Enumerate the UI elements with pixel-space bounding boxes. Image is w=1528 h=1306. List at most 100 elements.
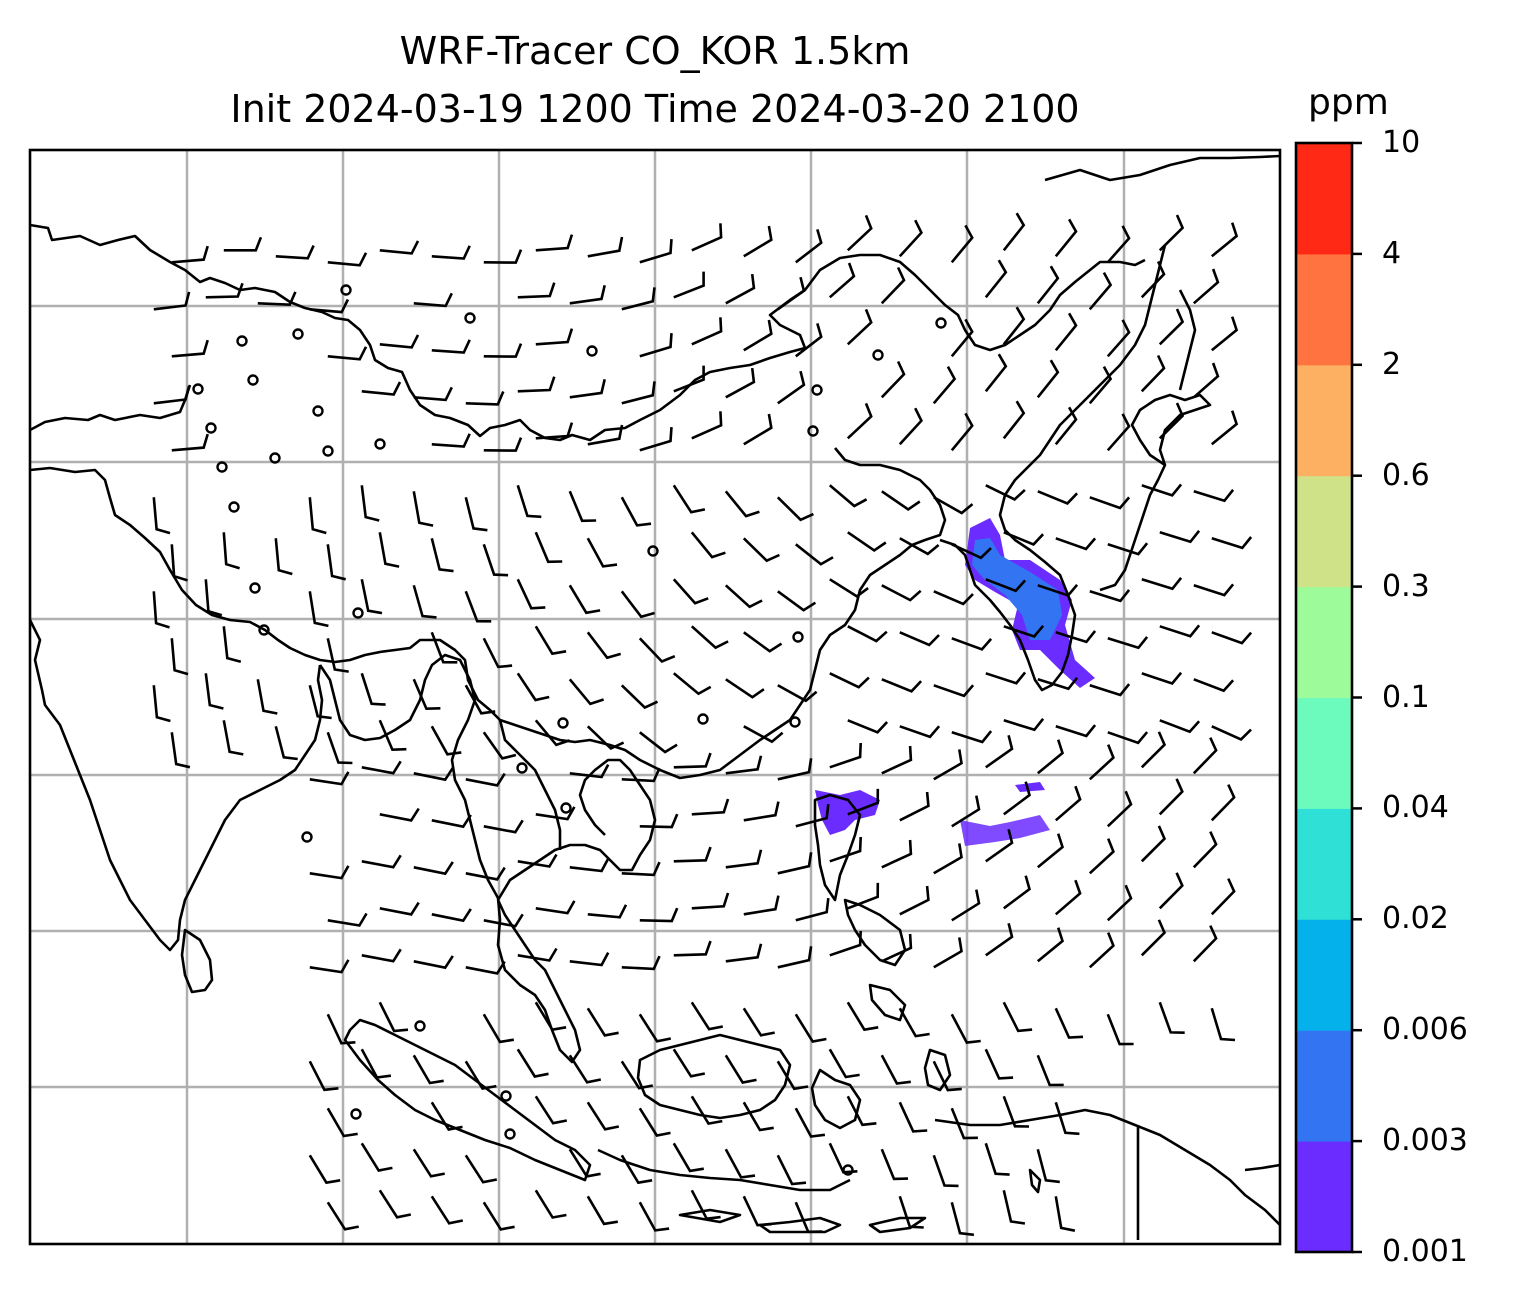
- calm-circle: [247, 374, 259, 386]
- wind-barb: [430, 1101, 463, 1131]
- wind-barb: [777, 684, 818, 703]
- wind-barb: [725, 367, 756, 399]
- wind-barb: [984, 1142, 1010, 1176]
- wind-barb: [846, 1001, 879, 1032]
- wind-barb: [569, 763, 610, 779]
- wind-barb: [516, 578, 546, 610]
- wind-barb: [308, 684, 332, 720]
- wind-barb: [984, 1048, 1014, 1080]
- wind-barb: [846, 308, 873, 346]
- colorbar-tick-label: 0.6: [1382, 457, 1430, 493]
- wind-barb: [621, 861, 661, 877]
- wind-barb: [535, 234, 574, 252]
- wind-barb: [1210, 878, 1236, 916]
- calm-circle: [557, 717, 569, 729]
- wind-barb: [1158, 778, 1184, 816]
- wind-barb: [534, 1095, 568, 1125]
- wind-barb: [881, 584, 922, 602]
- wind-barb: [431, 908, 472, 923]
- wind-barbs: [152, 212, 1253, 1237]
- wind-barb: [326, 731, 353, 765]
- wind-barb: [1192, 925, 1218, 963]
- wind-barb: [1140, 260, 1166, 299]
- wind-barb: [568, 1148, 601, 1178]
- calm-circle: [236, 335, 248, 347]
- wind-barb: [898, 1195, 924, 1229]
- wind-barb: [1159, 624, 1201, 638]
- wind-barb: [933, 843, 963, 875]
- wind-barb: [308, 497, 327, 535]
- wind-barb: [257, 291, 297, 307]
- wind-barb: [932, 1154, 959, 1188]
- wind-barb: [638, 1013, 672, 1043]
- wind-barb: [464, 496, 488, 532]
- wind-barb: [1107, 542, 1149, 556]
- wind-barb: [1193, 583, 1235, 597]
- wind-barb: [413, 955, 454, 970]
- wind-barb: [621, 767, 661, 783]
- wind-barb: [326, 1201, 359, 1231]
- wind-barb: [899, 537, 940, 556]
- wind-barb: [743, 225, 773, 258]
- wind-barb: [1054, 1196, 1076, 1232]
- wind-barb: [899, 791, 930, 822]
- wind-barb: [535, 422, 574, 440]
- wind-barb: [742, 1195, 772, 1227]
- wind-barb: [1158, 214, 1185, 252]
- wind-barb: [1159, 719, 1201, 734]
- wind-barb: [1036, 1054, 1064, 1087]
- wind-barb: [464, 590, 492, 623]
- wind-barb: [465, 390, 505, 406]
- wind-barb: [672, 578, 709, 605]
- wind-barb: [1158, 402, 1185, 440]
- wind-barb: [274, 538, 293, 576]
- calm-circle: [464, 312, 476, 324]
- calm-circle: [301, 831, 313, 843]
- wind-barb: [152, 497, 171, 535]
- colorbar-tick-label: 4: [1382, 235, 1402, 271]
- wind-barb: [586, 631, 622, 660]
- wind-barb: [205, 282, 244, 299]
- wind-barb: [1211, 725, 1252, 741]
- wind-barb: [326, 638, 349, 673]
- wind-barb: [309, 771, 350, 786]
- wind-barb: [1054, 1101, 1080, 1136]
- wind-barb: [776, 496, 814, 522]
- wind-barb: [1140, 919, 1167, 957]
- wind-barb: [743, 725, 784, 744]
- wind-barb: [1088, 365, 1113, 405]
- wind-barb: [672, 1142, 705, 1173]
- wind-barb: [464, 684, 496, 715]
- wind-barb: [1192, 831, 1218, 869]
- tracer-plume-philippines: [815, 782, 1050, 846]
- wind-barb: [743, 413, 773, 446]
- wind-barb: [379, 901, 420, 916]
- calm-circle: [842, 1164, 854, 1176]
- wind-barb: [378, 1001, 409, 1033]
- wind-barb: [309, 298, 350, 314]
- wind-barb: [1002, 1095, 1030, 1128]
- wind-barb: [1055, 537, 1097, 551]
- wind-barb: [1141, 576, 1183, 591]
- wind-barb: [1054, 1007, 1084, 1039]
- wind-barb: [724, 1148, 756, 1179]
- wind-barb: [673, 846, 712, 863]
- wind-barb: [691, 223, 723, 252]
- wind-barb: [777, 946, 813, 969]
- wind-barb: [1192, 737, 1218, 775]
- wind-barb: [361, 948, 402, 963]
- wind-barb: [742, 1101, 774, 1132]
- wind-barb: [690, 1095, 723, 1126]
- wind-barb: [847, 719, 889, 734]
- wind-barb: [690, 625, 729, 650]
- wind-barb: [795, 803, 830, 828]
- calm-circle: [292, 328, 304, 340]
- wind-barb: [950, 318, 974, 358]
- wind-barb: [620, 1060, 654, 1090]
- wind-barb: [569, 857, 610, 873]
- wind-barb: [950, 1013, 981, 1044]
- wind-barb: [985, 578, 1027, 593]
- wind-barb: [170, 638, 189, 676]
- wind-barb: [431, 814, 472, 829]
- wind-barb: [881, 933, 913, 963]
